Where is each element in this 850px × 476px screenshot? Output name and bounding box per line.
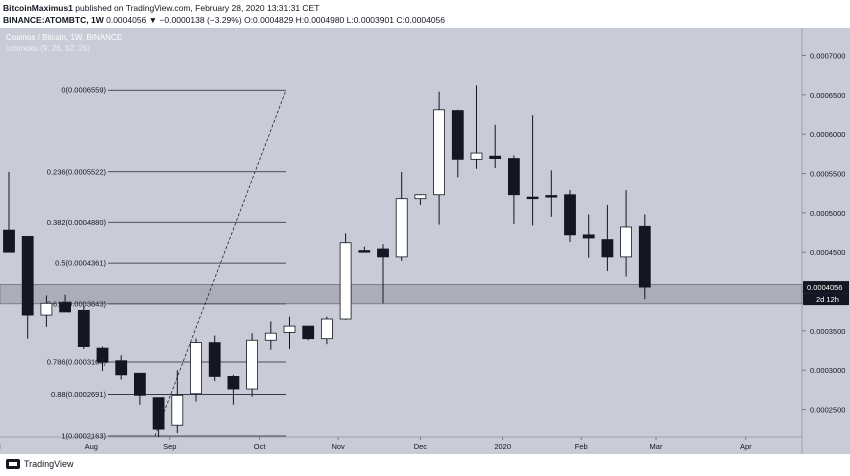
published-text: published on TradingView.com, February 2… bbox=[75, 3, 320, 13]
candle-body bbox=[564, 194, 576, 236]
tradingview-brand: TradingView bbox=[24, 459, 74, 469]
candle-body bbox=[395, 198, 408, 258]
current-price-label: 0.0004056 bbox=[807, 283, 842, 292]
high-label: H: bbox=[295, 15, 305, 25]
tradingview-logo[interactable]: TradingView bbox=[6, 459, 74, 469]
candle-body bbox=[59, 302, 71, 313]
low-value: 0.0003901 bbox=[353, 15, 394, 25]
price-axis-tick-label: 0.0005000 bbox=[810, 209, 845, 218]
candle-body bbox=[40, 302, 53, 316]
price-axis-tick-label: 0.0003500 bbox=[810, 327, 845, 336]
high-value: 0.0004980 bbox=[304, 15, 345, 25]
candles-layer bbox=[3, 85, 651, 437]
candle-body bbox=[171, 394, 184, 426]
time-axis-tick-label: Feb bbox=[575, 442, 588, 451]
candle-body bbox=[115, 360, 128, 376]
candle-body bbox=[133, 372, 146, 396]
candle-body bbox=[470, 152, 483, 160]
candle-body bbox=[152, 397, 165, 430]
price-axis-tick-label: 0.0004500 bbox=[810, 248, 845, 257]
price-axis-tick-label: 0.0006000 bbox=[810, 130, 845, 139]
fib-level-label: 0(0.0006559) bbox=[61, 86, 106, 95]
chart-legend: Cosmos / Bitcoin, 1W, BINANCE Ichimoku (… bbox=[6, 32, 122, 54]
price-chart[interactable]: 0(0.0006559) 0.236(0.0005522) 0.382(0.0004… bbox=[0, 28, 850, 454]
candle-body bbox=[620, 226, 632, 258]
legend-indicator[interactable]: Ichimoku (9, 26, 52, 26) bbox=[6, 44, 91, 53]
candle-body bbox=[3, 229, 15, 253]
price-axis-tick-label: 0.0002500 bbox=[810, 405, 845, 414]
close-label: C: bbox=[396, 15, 405, 25]
candle-body bbox=[414, 194, 427, 200]
fib-level-label: 0.618(0.0003843) bbox=[47, 299, 107, 308]
tradingview-logo-icon bbox=[6, 459, 20, 469]
symbol-ohlc-row: BINANCE:ATOMBTC, 1W 0.0004056 ▼ −0.00001… bbox=[3, 14, 445, 26]
time-axis-tick-label: 2020 bbox=[494, 442, 511, 451]
candle-body bbox=[582, 234, 595, 239]
candle-body bbox=[507, 158, 520, 196]
candle-body bbox=[545, 195, 558, 198]
fib-level-label: 0.5(0.0004361) bbox=[55, 259, 106, 268]
legend-title: Cosmos / Bitcoin, 1W, BINANCE bbox=[6, 33, 123, 42]
candle-body bbox=[246, 339, 259, 390]
candle-body bbox=[526, 196, 539, 200]
fib-level-label: 0.88(0.0002691) bbox=[51, 390, 107, 399]
symbol-label: BINANCE:ATOMBTC, 1W bbox=[3, 15, 104, 25]
publish-info: BitcoinMaximus1 published on TradingView… bbox=[3, 2, 319, 14]
candle-body bbox=[451, 110, 464, 160]
chart-header: BitcoinMaximus1 published on TradingView… bbox=[0, 0, 850, 28]
last-value: 0.0004056 bbox=[106, 15, 147, 25]
chart-area[interactable]: 0(0.0006559) 0.236(0.0005522) 0.382(0.0004… bbox=[0, 28, 850, 454]
candle-body bbox=[339, 242, 352, 320]
fib-level-label: 1(0.0002163) bbox=[61, 431, 106, 440]
change-value: ▼ −0.0000138 (−3.29%) bbox=[148, 15, 242, 25]
time-axis-tick-label: Apr bbox=[740, 442, 752, 451]
candle-body bbox=[601, 239, 614, 258]
time-axis-tick-label: Oct bbox=[254, 442, 267, 451]
close-value: 0.0004056 bbox=[404, 15, 446, 25]
candle-body bbox=[283, 325, 296, 333]
fib-level-label: 0.382(0.0004880) bbox=[47, 218, 107, 227]
candle-body bbox=[190, 342, 202, 395]
candle-body bbox=[227, 376, 240, 390]
footer: TradingView bbox=[0, 454, 850, 476]
price-axis[interactable] bbox=[802, 28, 850, 454]
time-axis-tick-label: Sep bbox=[163, 442, 176, 451]
low-label: L: bbox=[346, 15, 354, 25]
time-axis-ticks: Jul Aug Sep Oct Nov Dec 2020 Feb Mar Apr bbox=[0, 437, 752, 451]
candle-body bbox=[302, 325, 315, 340]
time-axis-tick-label: Dec bbox=[414, 442, 428, 451]
fib-level-label: 0.236(0.0005522) bbox=[47, 167, 107, 176]
fib-level-label: 0.786(0.0003104) bbox=[47, 357, 107, 366]
candle-body bbox=[264, 332, 277, 341]
candle-body bbox=[358, 250, 371, 253]
candle-body bbox=[77, 309, 90, 347]
author-name[interactable]: BitcoinMaximus1 bbox=[3, 3, 73, 13]
time-axis[interactable] bbox=[0, 437, 802, 454]
price-axis-tick-label: 0.0006500 bbox=[810, 91, 845, 100]
open-label: O: bbox=[244, 15, 254, 25]
candle-body bbox=[433, 109, 446, 196]
price-axis-tick-label: 0.0005500 bbox=[810, 170, 845, 179]
current-price-tag bbox=[803, 281, 849, 294]
price-axis-tick-label: 0.0007000 bbox=[810, 52, 845, 61]
time-axis-tick-label: Jul bbox=[0, 442, 1, 451]
support-zone bbox=[0, 284, 803, 305]
time-axis-tick-label: Nov bbox=[331, 442, 345, 451]
fibonacci-retracement[interactable]: 0(0.0006559) 0.236(0.0005522) 0.382(0.0004… bbox=[47, 86, 287, 441]
time-axis-tick-label: Mar bbox=[650, 442, 663, 451]
support-zone-layer bbox=[0, 284, 803, 305]
time-axis-tick-label: Aug bbox=[85, 442, 98, 451]
price-axis-tick-label: 0.0003000 bbox=[810, 366, 845, 375]
candle-body bbox=[96, 347, 109, 363]
open-value: 0.0004829 bbox=[253, 15, 294, 25]
candle-body bbox=[21, 236, 34, 316]
candle-body bbox=[489, 155, 502, 159]
candle-body bbox=[638, 225, 651, 288]
candle-body bbox=[208, 342, 221, 377]
candle-body bbox=[320, 318, 333, 340]
candle-body bbox=[377, 248, 389, 258]
countdown-label: 2d 12h bbox=[816, 295, 839, 304]
price-tags: 0.0004056 2d 12h bbox=[803, 281, 849, 306]
countdown-tag bbox=[803, 293, 849, 306]
